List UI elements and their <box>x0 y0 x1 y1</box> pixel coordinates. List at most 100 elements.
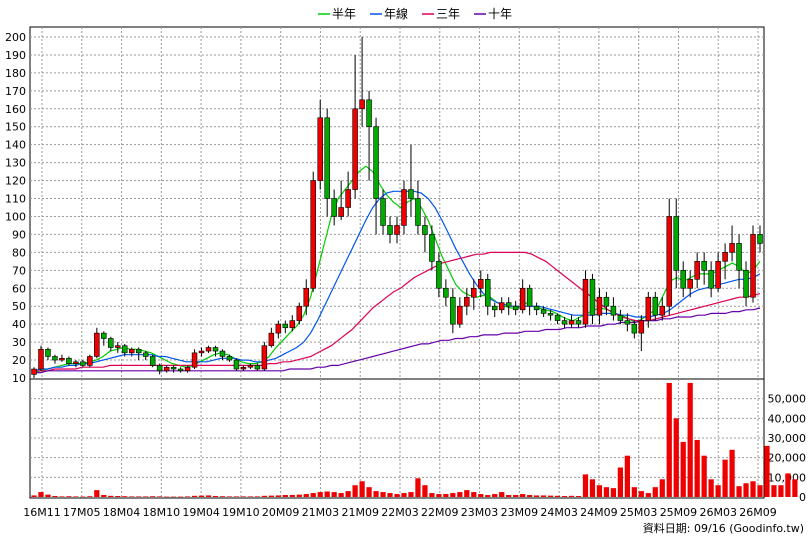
date-tick-label: 17M05 <box>63 506 101 519</box>
volume-bar <box>687 382 693 497</box>
volume-bar <box>478 494 484 497</box>
volume-bar <box>429 493 435 497</box>
candle <box>310 171 316 292</box>
price-tick-label: 140 <box>5 139 26 152</box>
candle-body <box>94 332 100 357</box>
volume-bar <box>631 487 637 497</box>
grid-lines <box>30 27 764 498</box>
candle <box>156 363 163 375</box>
candle-body <box>282 323 289 329</box>
date-tick-label: 18M04 <box>103 506 141 519</box>
candle-body <box>617 314 624 321</box>
candle-body <box>652 296 659 316</box>
candle <box>708 261 714 298</box>
volume-bar <box>771 485 777 497</box>
volume-bar <box>464 490 470 497</box>
candle <box>652 291 659 321</box>
candle-body <box>233 359 240 370</box>
candle <box>205 345 212 353</box>
volume-bar <box>778 485 784 497</box>
candle <box>108 336 114 352</box>
price-tick-label: 120 <box>5 175 26 188</box>
candle-body <box>345 189 351 208</box>
volume-bar <box>338 493 344 497</box>
volume-bar <box>575 496 582 497</box>
candle <box>464 288 470 316</box>
candle-body <box>547 313 554 316</box>
volume-bar <box>603 487 610 497</box>
ma-line-十年 <box>34 307 761 374</box>
volume-bar <box>659 479 665 497</box>
date-tick-label: 23M03 <box>461 506 499 519</box>
candle <box>596 288 603 325</box>
candle-body <box>310 180 316 289</box>
candle <box>59 354 65 362</box>
candle <box>457 297 463 328</box>
candle <box>554 313 561 325</box>
candle-body <box>359 99 365 110</box>
volume-bar <box>164 496 170 498</box>
candle <box>673 198 679 289</box>
volume-bar <box>275 495 281 497</box>
candle <box>638 315 645 352</box>
candle-body <box>701 261 707 271</box>
candle <box>240 365 247 371</box>
price-axis-ticks: 10 20 30 40 50 60 70 80 90 100 110 120 130 140 150 160 1… <box>5 31 26 385</box>
candle <box>380 189 386 235</box>
volume-tick-label: 0 <box>799 491 806 504</box>
candle-body <box>219 350 226 357</box>
volume-bar <box>617 467 624 497</box>
candle <box>415 180 421 235</box>
candle-body <box>561 320 568 325</box>
volume-bar <box>408 492 414 497</box>
candle <box>331 189 337 226</box>
candle-body <box>485 278 491 307</box>
price-tick-label: 170 <box>5 85 26 98</box>
volume-bar <box>205 495 212 497</box>
candle <box>743 261 749 307</box>
candle <box>373 117 379 235</box>
candle-body <box>429 234 435 262</box>
volume-bar <box>73 496 79 497</box>
chart-legend: 半年 年線 三年 十年 <box>318 6 512 21</box>
volume-bar <box>415 478 421 497</box>
volume-bar <box>52 496 58 497</box>
volume-bar <box>506 495 512 497</box>
candle-body <box>226 356 233 361</box>
candle-body <box>191 352 198 368</box>
candle <box>31 367 37 378</box>
candle-body <box>352 108 358 190</box>
candle-body <box>128 348 135 354</box>
candle-body <box>380 198 386 226</box>
volume-bar <box>170 496 177 498</box>
volume-bar <box>645 493 651 497</box>
candle <box>429 225 435 271</box>
candle <box>115 342 121 353</box>
volume-bar <box>715 485 721 497</box>
volume-bar <box>115 496 121 497</box>
volume-bar <box>666 382 672 497</box>
price-tick-label: 30 <box>12 336 26 349</box>
candle-body <box>422 225 428 235</box>
candle-body <box>694 261 700 280</box>
volume-bar <box>554 495 561 497</box>
candle-body <box>443 287 449 298</box>
date-tick-label: 19M10 <box>222 506 260 519</box>
candle-body <box>66 357 72 364</box>
ma-line-年線 <box>33 190 761 372</box>
candle-body <box>722 252 728 262</box>
candle-body <box>659 305 666 316</box>
candle <box>729 225 735 262</box>
candle <box>66 356 72 366</box>
volume-bar <box>492 494 498 497</box>
volume-bar <box>240 496 247 497</box>
candle <box>163 365 170 373</box>
candle <box>247 363 254 370</box>
price-tick-label: 150 <box>5 121 26 134</box>
price-tick-label: 10 <box>12 372 26 385</box>
candle-body <box>519 287 526 311</box>
candle <box>680 261 686 298</box>
candle <box>198 347 205 357</box>
candle-body <box>268 332 275 346</box>
